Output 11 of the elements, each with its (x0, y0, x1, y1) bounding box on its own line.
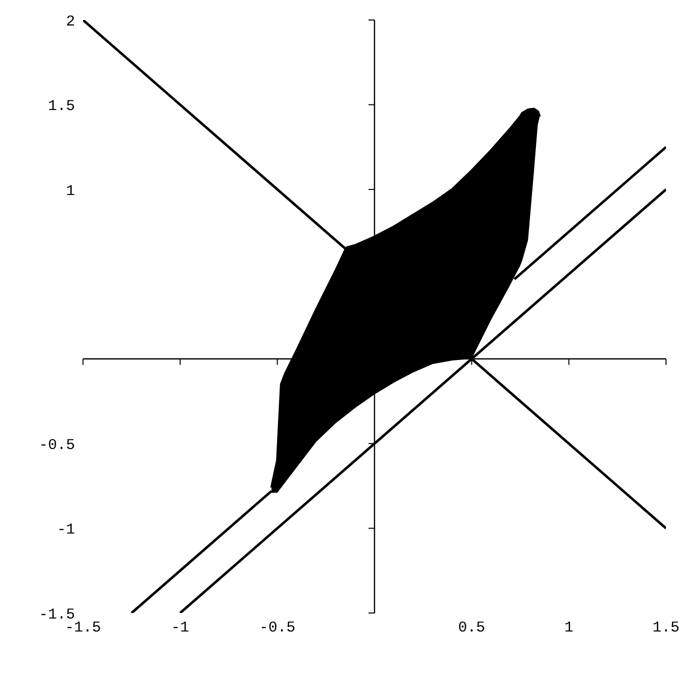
y-tick-label: -1.5 (38, 606, 75, 624)
x-tick-label: 1 (564, 620, 574, 637)
x-tick-label: -0.5 (259, 620, 296, 637)
x-tick-label: 0.5 (458, 620, 486, 637)
x-tick-label: -1 (171, 620, 190, 637)
y-tick-label: -1 (56, 522, 75, 539)
y-tick-label: 1 (66, 182, 75, 200)
y-tick-label: 2 (66, 13, 75, 30)
x-tick-label: 1.5 (652, 620, 680, 637)
y-tick-label: 1.5 (48, 98, 75, 116)
y-tick-label: -0.5 (38, 436, 75, 454)
